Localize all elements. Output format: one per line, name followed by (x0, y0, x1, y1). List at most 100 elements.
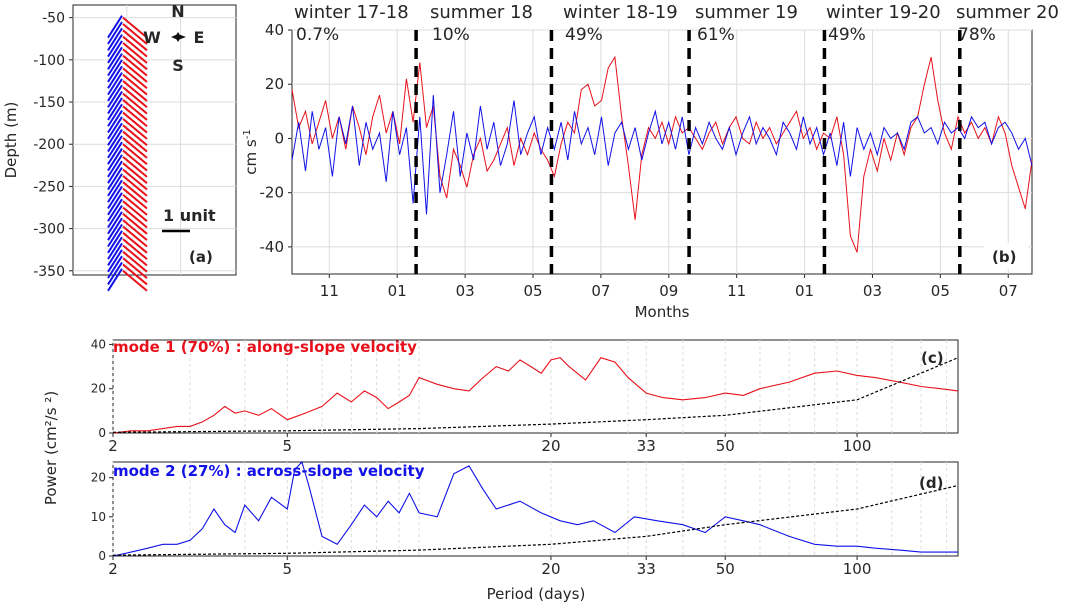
season-percentage: 78% (958, 25, 996, 45)
mode2-arrow (107, 84, 123, 108)
spectra-x-axis-label: Period (days) (487, 585, 586, 603)
d-x-tick-label: 100 (843, 560, 872, 578)
mode2-arrow (107, 211, 123, 235)
mode1-arrow (122, 73, 148, 96)
mode2-arrow (107, 122, 123, 146)
mode1-arrow (122, 48, 148, 71)
panel-c-y-ticks: 40 20 0 (91, 337, 113, 440)
mode2-arrow (107, 223, 123, 248)
mode2-arrow (107, 72, 123, 96)
panel-b-y-ticks: 40 20 0 -20 -40 (260, 21, 292, 256)
d-x-tick-label: 50 (716, 560, 735, 578)
mode1-arrow (122, 251, 148, 273)
panel-d-y-ticks: 20 10 0 (91, 471, 113, 563)
panel-b-x-tick-label: 03 (456, 282, 475, 300)
mode1-arrow (122, 213, 148, 235)
mode2-arrow (107, 116, 123, 140)
panel-b-x-tick-label: 05 (931, 282, 950, 300)
mode1-arrow (122, 111, 148, 134)
panel-b-tag-background (984, 243, 1028, 269)
mode2-arrow (107, 53, 123, 77)
panel-a-y-tick-label: -100 (33, 53, 65, 69)
panel-a-y-tick-label: -250 (33, 179, 65, 195)
c-x-tick-label: 2 (108, 437, 118, 455)
mode2-arrow (107, 65, 123, 89)
mode1-arrow (122, 54, 148, 77)
mode2-arrow (107, 34, 123, 58)
mode2-arrow (107, 15, 123, 39)
panel-d-grid (112, 462, 947, 556)
panel-b-x-tick-label: 01 (795, 282, 814, 300)
mode1-arrow (122, 225, 148, 248)
season-percentage: 0.7% (296, 25, 339, 45)
mode1-arrow (122, 206, 148, 229)
panel-b-x-tick-label: 09 (659, 282, 678, 300)
panel-c-series (112, 357, 959, 434)
season-percentage: 49% (565, 25, 603, 45)
mode2-arrow (107, 255, 123, 279)
compass-west-label: W (143, 28, 161, 47)
panel-c: 40 20 0 2 5 20 33 50 100 mode 1 (70%) : along-s… (91, 337, 959, 455)
season-percentage: 49% (828, 25, 866, 45)
c-y-tick-label: 20 (91, 382, 106, 396)
panel-b-x-axis-label: Months (635, 303, 690, 321)
mode1-arrow (122, 35, 148, 58)
c-x-tick-label: 50 (716, 437, 735, 455)
mode1-arrow (122, 130, 148, 153)
mode1-arrow (122, 263, 148, 286)
panel-b-y-tick-label: 0 (274, 129, 284, 147)
season-percentage: 10% (432, 25, 470, 45)
c-y-tick-label: 40 (91, 337, 106, 351)
c-y-tick-label: 0 (98, 426, 106, 440)
panel-a-y-tick-label: -200 (33, 137, 65, 153)
panel-a-frame (72, 4, 237, 276)
mode1-arrow (122, 257, 148, 279)
mode2-arrow (107, 166, 123, 191)
mode2-arrow (107, 103, 123, 127)
mode1-arrow (122, 219, 148, 241)
panel-a-velocity-arrows (107, 15, 148, 292)
mode1-arrow (122, 270, 148, 292)
mode2-arrow (107, 249, 123, 273)
mode1-arrow (122, 99, 148, 121)
mode1-arrow (122, 175, 148, 197)
season-label: summer 19 (695, 2, 798, 23)
spectra-y-axis-label: Power (cm²/s ²) (42, 391, 60, 505)
mode2-arrow (107, 198, 123, 222)
c-spectrum-line (112, 357, 959, 434)
panel-b-x-tick-label: 07 (591, 282, 610, 300)
panel-b-y-tick-label: -40 (260, 238, 285, 256)
mode1-arrow (122, 61, 148, 83)
mode2-arrow (107, 141, 123, 165)
panel-b-x-tick-label: 05 (523, 282, 542, 300)
mode2-arrow (107, 97, 123, 121)
c-reference-curve (112, 357, 959, 433)
panel-b-x-tick-label: 11 (320, 282, 339, 300)
d-reference-curve (112, 484, 959, 556)
mode2-arrow (107, 91, 123, 115)
panel-a-y-tick-label: -150 (33, 95, 65, 111)
mode1-arrow (122, 187, 148, 210)
panel-b-x-ticks: 11 01 03 05 07 09 11 01 03 05 07 (320, 274, 1018, 300)
compass-south-label: S (172, 56, 184, 75)
mode1-arrow (122, 137, 148, 159)
mode1-arrow (122, 23, 148, 45)
mode2-arrow (107, 148, 123, 172)
mode1-arrow (122, 238, 148, 260)
panel-b-tag: (b) (992, 248, 1016, 266)
panel-d-title: mode 2 (27%) : across-slope velocity (113, 462, 425, 480)
mode1-arrow (122, 86, 148, 109)
panel-d-frame (112, 461, 959, 557)
mode2-arrow (107, 173, 123, 197)
panel-a-y-axis-label: Depth (m) (2, 102, 20, 179)
mode1-arrow (122, 29, 148, 52)
panel-a-y-tick-label: -350 (33, 264, 65, 280)
mode2-arrow (107, 204, 123, 229)
panel-b-y-tick-label: 40 (265, 21, 284, 39)
mode2-arrow (107, 40, 123, 64)
season-label: summer 18 (430, 2, 533, 23)
panel-a: -50 -100 -150 -200 -250 -300 -350 Depth (m) N … (2, 2, 237, 292)
